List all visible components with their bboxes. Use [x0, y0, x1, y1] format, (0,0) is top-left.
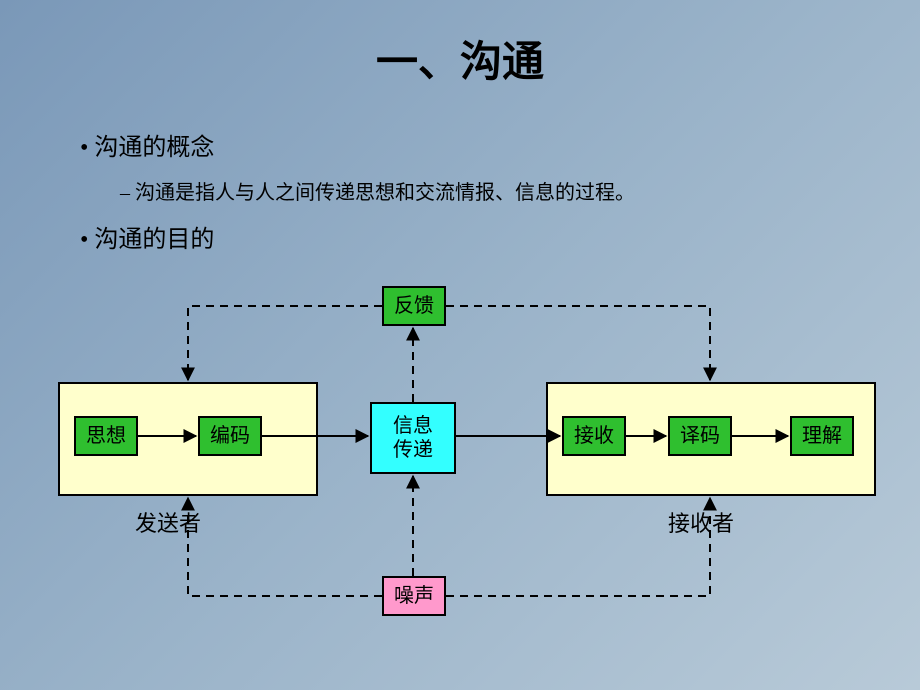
bullet-list: 沟通的概念 沟通是指人与人之间传递思想和交流情报、信息的过程。 沟通的目的 — [0, 89, 920, 262]
node-encode: 编码 — [198, 416, 262, 456]
node-feedback: 反馈 — [382, 286, 446, 326]
receiver-container — [546, 382, 876, 496]
node-thought: 思想 — [74, 416, 138, 456]
node-noise: 噪声 — [382, 576, 446, 616]
sender-label: 发送者 — [135, 506, 201, 538]
node-transmit: 信息 传递 — [370, 402, 456, 474]
bullet-purpose: 沟通的目的 — [60, 211, 860, 262]
bullet-concept-desc: 沟通是指人与人之间传递思想和交流情报、信息的过程。 — [60, 170, 860, 211]
slide-title: 一、沟通 — [0, 0, 920, 89]
node-receive: 接收 — [562, 416, 626, 456]
bullet-concept: 沟通的概念 — [60, 119, 860, 170]
sender-container — [58, 382, 318, 496]
node-understand: 理解 — [790, 416, 854, 456]
node-decode: 译码 — [668, 416, 732, 456]
receiver-label: 接收者 — [668, 506, 734, 538]
